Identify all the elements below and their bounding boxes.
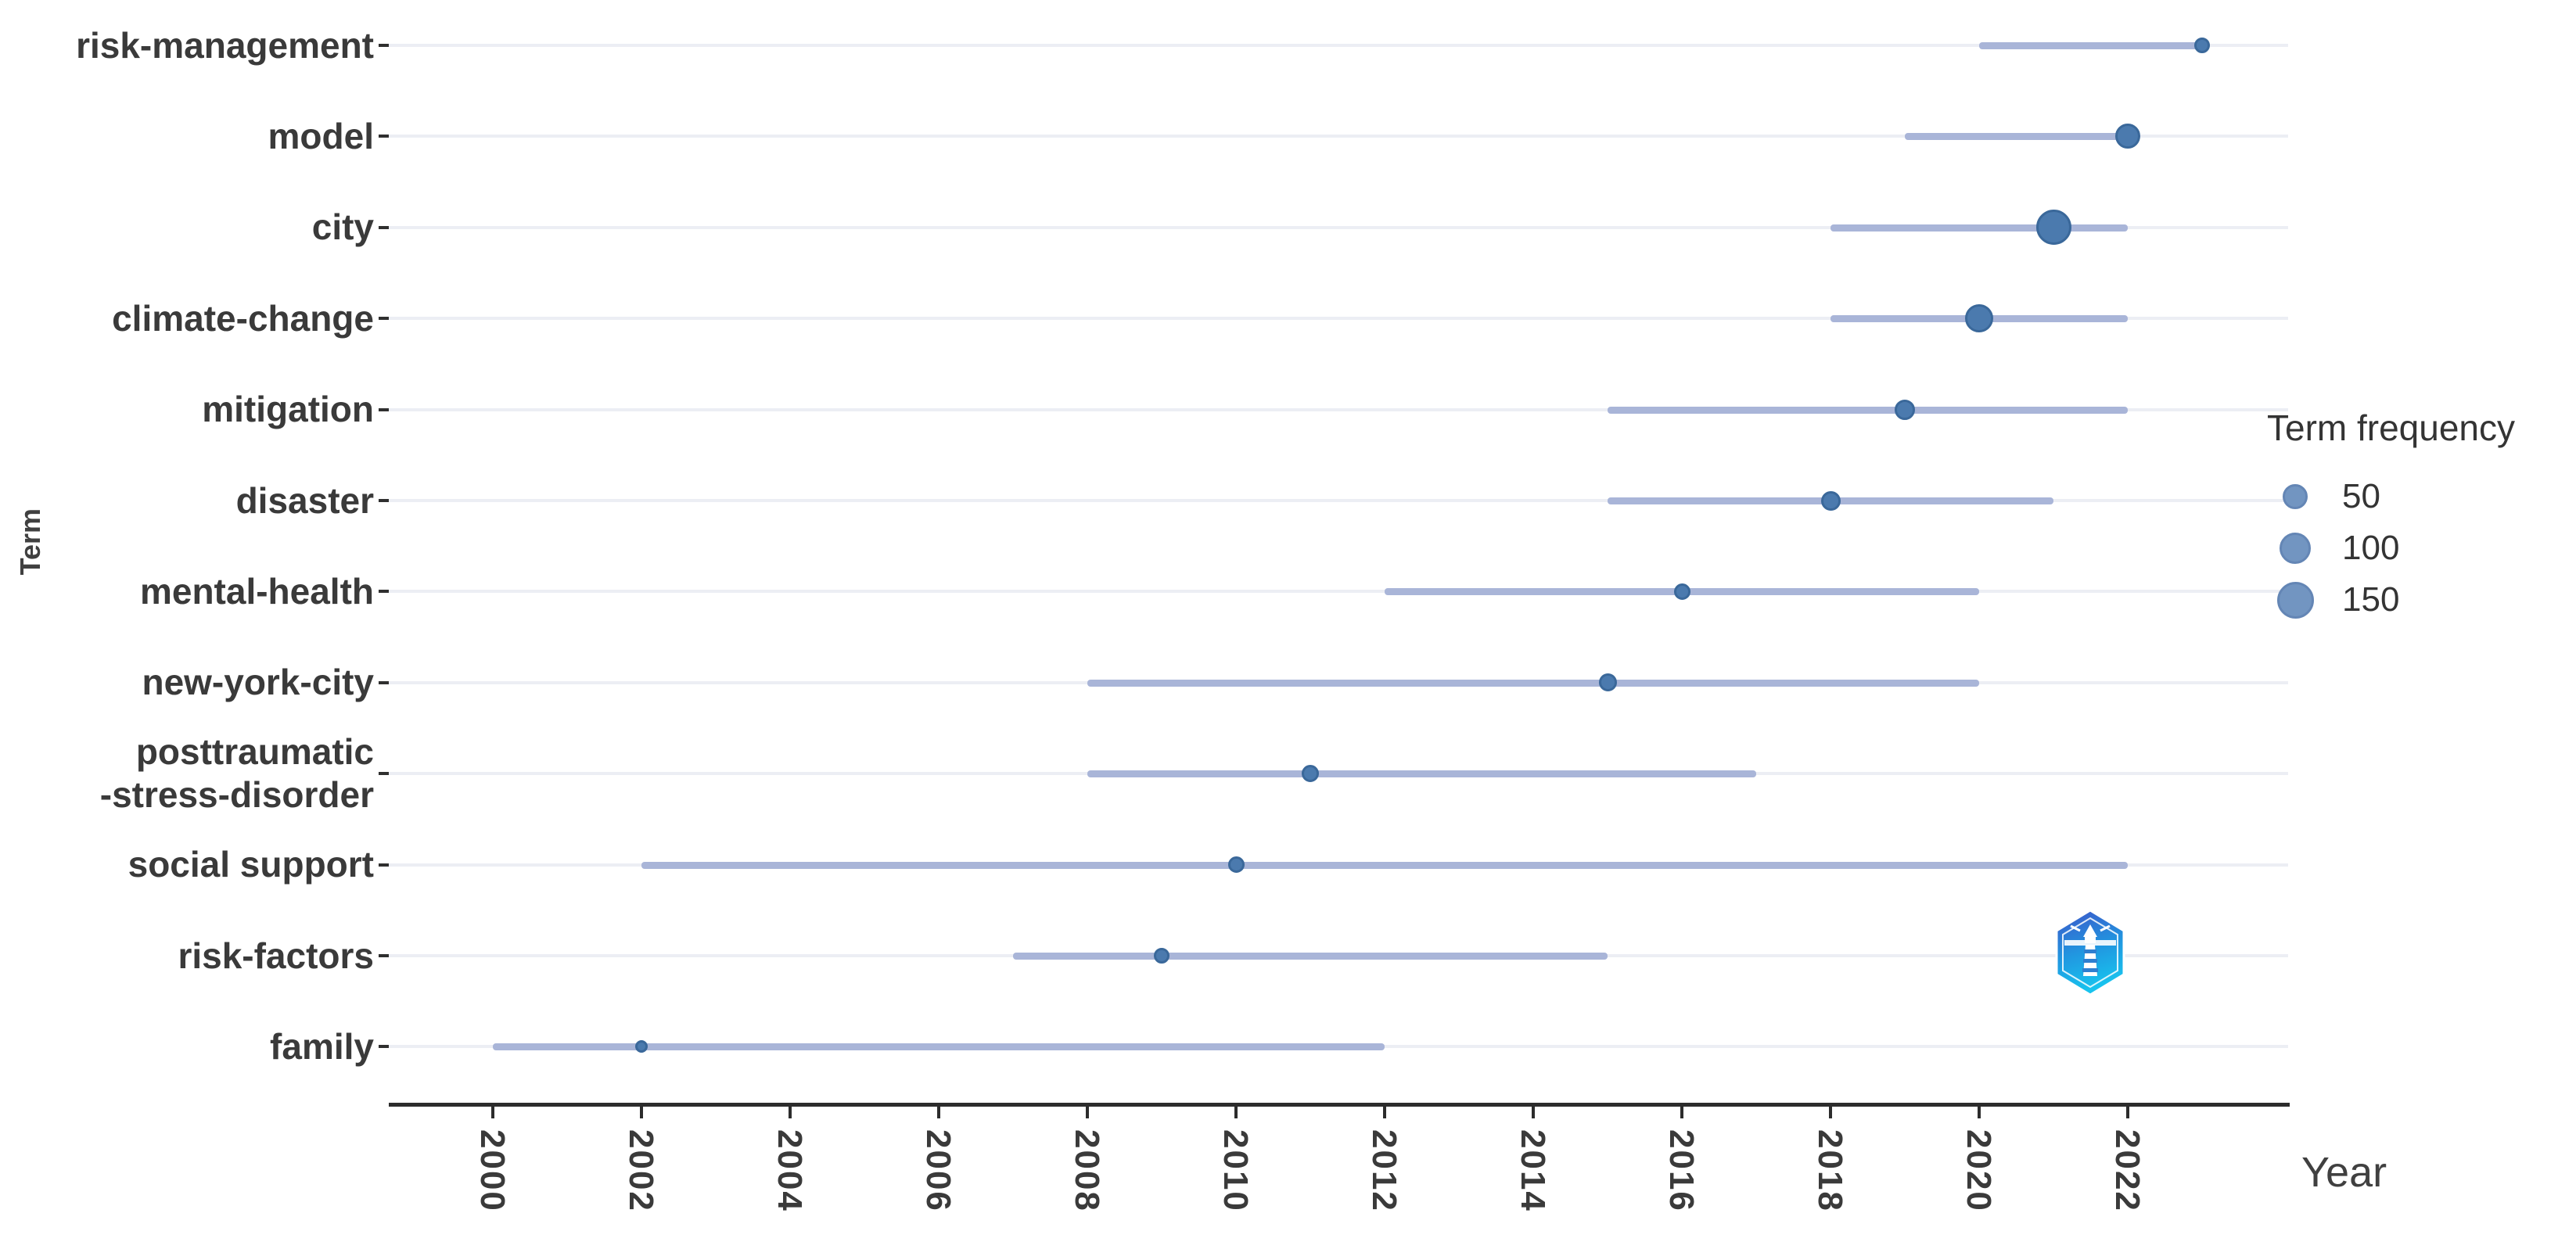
legend-size-label: 50 [2342, 477, 2380, 515]
y-axis-tick [379, 317, 390, 321]
legend-size-dot [2276, 581, 2314, 619]
row-gridline [389, 590, 2288, 594]
term-year-range [1087, 679, 1979, 687]
legend-size-dot [2280, 533, 2311, 564]
term-label: mitigation [202, 389, 374, 430]
term-frequency-dot [1820, 490, 1841, 511]
x-axis-tick [789, 1106, 792, 1118]
x-axis-tick [1086, 1106, 1089, 1118]
y-axis-tick [379, 863, 390, 867]
y-axis-tick [379, 772, 390, 776]
row-gridline [389, 225, 2288, 229]
x-axis-title: Year [2301, 1149, 2387, 1196]
x-axis-tick-label: 2012 [1365, 1129, 1403, 1212]
x-axis-tick [2126, 1106, 2129, 1118]
x-axis-tick [1978, 1106, 1981, 1118]
term-frequency-dot [1673, 583, 1690, 600]
term-frequency-dot [1227, 856, 1245, 874]
x-axis-tick [937, 1106, 940, 1118]
x-axis-tick-label: 2010 [1216, 1129, 1255, 1212]
x-axis-tick-label: 2004 [771, 1129, 809, 1212]
term-label: new-york-city [142, 662, 374, 703]
term-frequency-dot [635, 1040, 648, 1053]
term-frequency-dot [2035, 210, 2071, 246]
row-gridline [389, 499, 2288, 502]
x-axis-tick [1680, 1106, 1683, 1118]
term-frequency-dot [1154, 948, 1169, 964]
x-axis-tick [1532, 1106, 1535, 1118]
term-label: social support [128, 844, 374, 885]
x-axis-tick [1234, 1106, 1238, 1118]
x-axis-tick [640, 1106, 643, 1118]
y-axis-tick [379, 1045, 390, 1049]
x-axis-tick-label: 2016 [1662, 1129, 1701, 1212]
legend-title: Term frequency [2267, 407, 2516, 448]
row-gridline [389, 317, 2288, 321]
term-year-range [1905, 133, 2128, 141]
term-frequency-dot [2194, 38, 2210, 53]
term-year-range [1979, 42, 2202, 49]
term-year-range [1013, 953, 1608, 960]
term-year-range [641, 861, 2128, 869]
y-axis-tick [379, 590, 390, 594]
term-label: mental-health [139, 570, 374, 612]
legend-size-dot [2283, 484, 2308, 509]
x-axis-tick-label: 2008 [1068, 1129, 1106, 1212]
term-year-range [1608, 406, 2128, 414]
term-label: climate-change [112, 297, 374, 339]
term-year-range [493, 1043, 1385, 1051]
term-label: city [311, 206, 374, 248]
row-gridline [389, 44, 2288, 47]
x-axis-tick-label: 2006 [919, 1129, 957, 1212]
x-axis-tick-label: 2022 [2108, 1129, 2147, 1212]
legend-size-label: 100 [2342, 529, 2400, 567]
bibliometrix-logo [2055, 909, 2125, 996]
term-label: disaster [235, 479, 374, 521]
term-label: posttraumatic -stress-disorder [99, 731, 374, 816]
y-axis-tick [379, 680, 390, 684]
legend-size-label: 150 [2342, 580, 2400, 619]
x-axis-tick-label: 2014 [1514, 1129, 1552, 1212]
term-frequency-dot [1965, 304, 1993, 333]
row-gridline [389, 135, 2288, 138]
term-year-range [1087, 770, 1756, 778]
term-label: model [268, 115, 374, 156]
x-axis-tick [1829, 1106, 1832, 1118]
y-axis-tick [379, 407, 390, 411]
term-label: family [270, 1025, 374, 1067]
term-frequency-dot [1895, 399, 1915, 420]
term-label: risk-management [76, 24, 374, 66]
term-label: risk-factors [178, 935, 374, 976]
x-axis-tick [491, 1106, 494, 1118]
x-axis-tick-label: 2018 [1811, 1129, 1849, 1212]
term-frequency-dot [1302, 765, 1319, 783]
y-axis-tick [379, 499, 390, 502]
x-axis-line [389, 1103, 2290, 1107]
x-axis-tick-label: 2000 [473, 1129, 512, 1212]
y-axis-tick [379, 225, 390, 229]
x-axis-tick-label: 2002 [622, 1129, 660, 1212]
term-frequency-dot [2115, 124, 2140, 149]
y-axis-tick [379, 954, 390, 957]
term-year-range [1831, 224, 2128, 231]
y-axis-tick [379, 135, 390, 138]
y-axis-tick [379, 44, 390, 47]
term-frequency-dot [1598, 673, 1617, 692]
x-axis-tick-label: 2020 [1960, 1129, 1998, 1212]
x-axis-tick [1383, 1106, 1386, 1118]
row-gridline [389, 407, 2288, 411]
